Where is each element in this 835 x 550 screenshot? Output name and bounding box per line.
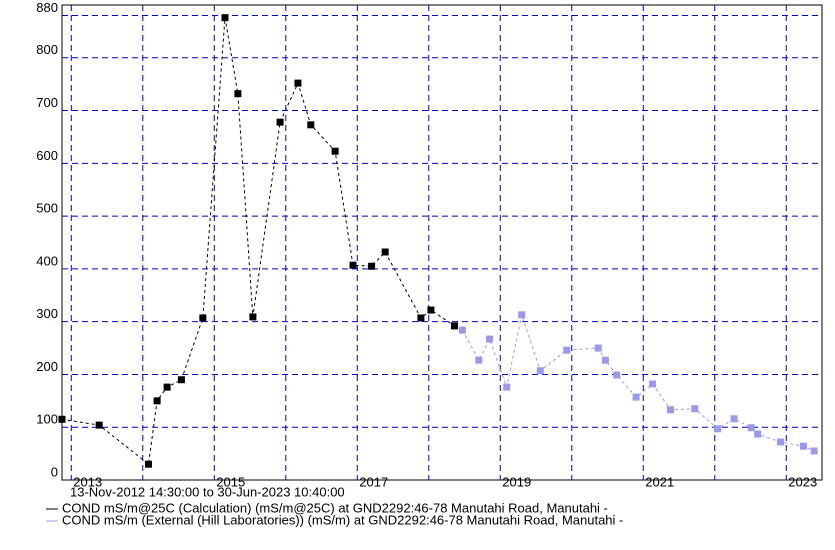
data-point [249, 313, 257, 321]
data-point [199, 314, 207, 322]
y-tick-label: 800 [36, 42, 58, 57]
data-point [649, 380, 657, 388]
x-tick-label: 2019 [502, 474, 531, 489]
data-point [234, 90, 242, 98]
x-tick-label: 2023 [788, 474, 817, 489]
data-point [691, 405, 699, 413]
data-point [58, 415, 66, 423]
data-point [730, 415, 738, 423]
x-tick-label: 2015 [216, 474, 245, 489]
date-range: 13-Nov-2012 14:30:00 to 30-Jun-2023 10:4… [70, 484, 345, 499]
data-point [601, 356, 609, 364]
y-tick-label: 300 [36, 306, 58, 321]
y-tick-label: 700 [36, 95, 58, 110]
x-tick-label: 2021 [645, 474, 674, 489]
legend-label: COND mS/m@25C (Calculation) (mS/m@25C) a… [62, 500, 608, 515]
data-point [632, 393, 640, 401]
data-point [810, 447, 818, 455]
series-line [61, 17, 455, 466]
data-point [349, 261, 357, 269]
y-tick-label: 400 [36, 253, 58, 268]
data-point [486, 335, 494, 343]
data-point [613, 371, 621, 379]
data-point [417, 314, 425, 322]
data-point [777, 438, 785, 446]
data-point [536, 367, 544, 375]
data-point [594, 344, 602, 352]
data-point [331, 147, 339, 155]
data-point [163, 383, 171, 391]
data-point [451, 322, 459, 330]
data-point [754, 430, 762, 438]
data-point [153, 397, 161, 405]
legend-label: COND mS/m (External (Hill Laboratories))… [62, 512, 623, 527]
data-point [381, 248, 389, 256]
data-point [799, 442, 807, 450]
x-tick-label: 2013 [73, 474, 102, 489]
data-point [714, 425, 722, 433]
plot-border [61, 4, 823, 481]
data-point [177, 376, 185, 384]
data-point [427, 306, 435, 314]
data-point [145, 460, 153, 468]
data-point [563, 346, 571, 354]
data-point [307, 121, 315, 129]
x-tick-label: 2017 [359, 474, 388, 489]
data-point [95, 421, 103, 429]
y-tick-label: 100 [36, 412, 58, 427]
data-point [666, 406, 674, 414]
y-tick-label: 500 [36, 201, 58, 216]
data-point [747, 424, 755, 432]
data-point [458, 326, 466, 334]
data-point [221, 14, 229, 22]
data-point [503, 383, 511, 391]
y-tick-label: 200 [36, 359, 58, 374]
data-point [368, 262, 376, 270]
data-point [475, 356, 483, 364]
y-tick-label: 880 [36, 0, 58, 15]
y-tick-label: 0 [51, 464, 58, 479]
data-point [294, 79, 302, 87]
data-point [276, 118, 284, 126]
series-line [461, 312, 815, 452]
data-point [518, 311, 526, 319]
y-tick-label: 600 [36, 148, 58, 163]
